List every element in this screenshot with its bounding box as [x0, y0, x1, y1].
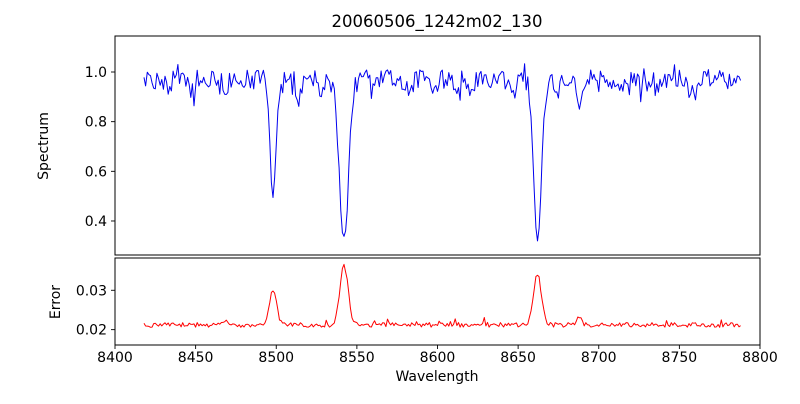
x-tick-label: 8800 — [742, 350, 778, 366]
x-tick-label: 8700 — [581, 350, 617, 366]
x-tick-label: 8750 — [662, 350, 698, 366]
x-tick-label: 8450 — [178, 350, 214, 366]
error-y-tick-label: 0.02 — [76, 323, 107, 339]
x-tick-label: 8500 — [258, 350, 294, 366]
error-line — [143, 263, 741, 328]
x-tick-label: 8550 — [339, 350, 375, 366]
spectrum-y-axis-label: Spectrum — [36, 112, 52, 180]
spectrum-line — [143, 63, 742, 242]
x-tick-label: 8650 — [500, 350, 536, 366]
spectrum-y-tick-label: 0.6 — [85, 164, 107, 180]
error-y-tick-label: 0.03 — [76, 283, 107, 299]
x-tick-label: 8400 — [97, 350, 133, 366]
spectrum-y-tick-label: 1.0 — [85, 65, 107, 81]
spectrum-y-tick-label: 0.8 — [85, 115, 107, 131]
chart-title: 20060506_1242m02_130 — [331, 12, 542, 32]
spectrum-y-tick-label: 0.4 — [85, 214, 107, 230]
x-axis-label: Wavelength — [395, 369, 478, 385]
error-panel — [114, 257, 761, 346]
spectrum-panel — [114, 35, 761, 256]
error-y-axis-label: Error — [48, 285, 64, 319]
axis-ticks: 8400 8450 8500 8550 8600 8650 8700 8750 8800 0.4 0… — [76, 65, 778, 366]
x-tick-label: 8600 — [420, 350, 456, 366]
